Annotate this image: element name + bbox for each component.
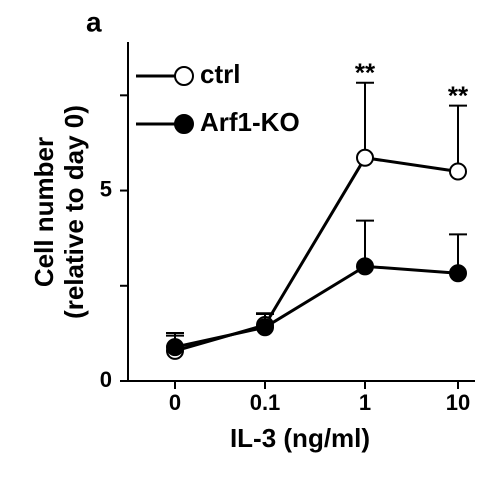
y-tick-label: 5	[100, 176, 112, 201]
annotation: **	[355, 58, 376, 88]
annotation: **	[448, 80, 469, 110]
data-point	[256, 318, 274, 337]
panel-label: a	[86, 6, 102, 37]
data-point	[449, 264, 467, 283]
legend-label: ctrl	[200, 59, 240, 89]
data-point	[356, 148, 374, 167]
series-line	[174, 264, 459, 349]
data-point	[166, 338, 184, 357]
data-point	[356, 257, 374, 276]
legend-marker	[174, 66, 194, 86]
series-line	[174, 156, 459, 353]
x-axis-label: IL-3 (ng/ml)	[230, 423, 370, 453]
x-tick-label: 1	[359, 390, 371, 415]
x-tick-label: 0.1	[250, 390, 281, 415]
x-tick-label: 0	[169, 390, 181, 415]
legend-marker	[174, 114, 194, 134]
data-point	[449, 162, 467, 181]
y-tick-label: 0	[100, 367, 112, 392]
legend-label: Arf1-KO	[200, 107, 300, 137]
y-axis-label: (relative to day 0)	[59, 105, 89, 319]
x-tick-label: 10	[446, 390, 470, 415]
y-axis-label: Cell number	[29, 137, 59, 287]
